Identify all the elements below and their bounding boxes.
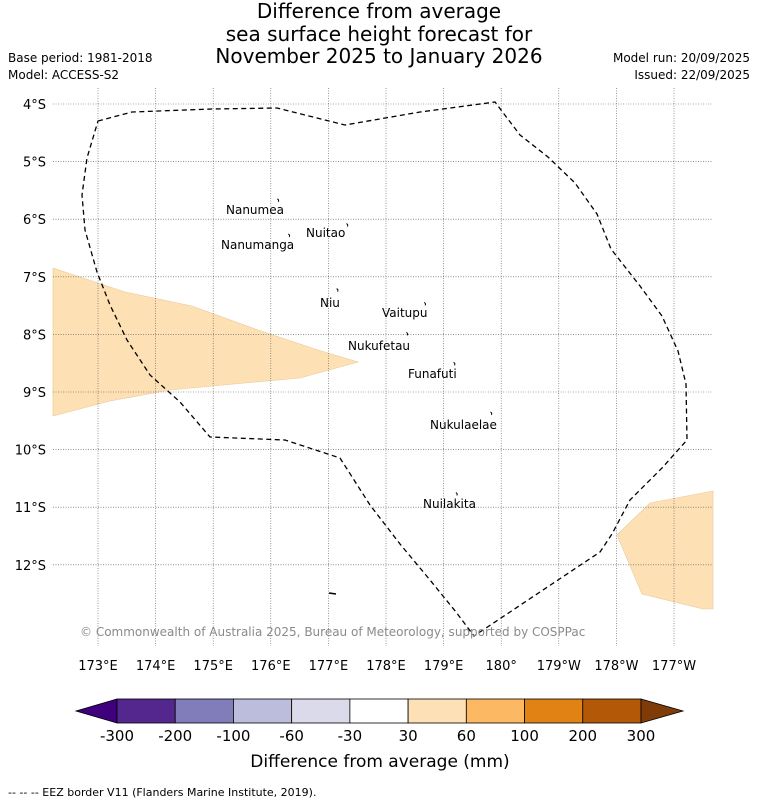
lat-label: 6°S xyxy=(23,213,46,228)
colorbar-tick-label: 30 xyxy=(399,727,418,745)
longitude-gridlines xyxy=(97,88,675,646)
colorbar-segment xyxy=(233,698,293,724)
colorbar: -300 -200 -100 -60 -30 30 60 100 200 300 Differen… xyxy=(74,698,685,772)
lat-label: 10°S xyxy=(15,444,46,459)
colorbar-tick-label: -200 xyxy=(158,727,192,745)
island-label-nanumanga: Nanumanga xyxy=(221,238,294,252)
colorbar-tick-label: 200 xyxy=(568,727,597,745)
lon-label: 175°E xyxy=(193,659,233,674)
map-title: Difference from average sea surface heig… xyxy=(0,0,758,68)
meta-right: Model run: 20/09/2025 Issued: 22/09/2025 xyxy=(613,50,750,84)
colorbar-tick-label: -30 xyxy=(338,727,363,745)
colorbar-segment xyxy=(116,698,176,724)
longitude-labels: 173°E 174°E 175°E 176°E 177°E 178°E 179°E 180° 1… xyxy=(78,659,696,674)
colorbar-segment xyxy=(582,698,642,724)
anomaly-region-southeast xyxy=(616,490,714,610)
island-marker xyxy=(406,331,409,336)
eez-border xyxy=(81,101,688,637)
colorbar-tick-label: -100 xyxy=(216,727,250,745)
colorbar-tick-labels: -300 -200 -100 -60 -30 30 60 100 200 300 xyxy=(100,727,655,745)
colorbar-tick-label: -60 xyxy=(279,727,304,745)
lat-label: 8°S xyxy=(23,328,46,343)
copyright-text: © Commonwealth of Australia 2025, Bureau… xyxy=(80,625,585,639)
colorbar-segment xyxy=(349,698,409,724)
model-name: Model: ACCESS-S2 xyxy=(8,68,120,82)
title-line-1: Difference from average xyxy=(256,0,502,23)
lon-label: 179°W xyxy=(537,659,581,674)
lat-label: 12°S xyxy=(15,559,46,574)
latitude-gridlines xyxy=(53,103,713,566)
colorbar-segment xyxy=(174,698,234,724)
lon-label: 177°E xyxy=(309,659,349,674)
island-label-funafuti: Funafuti xyxy=(408,367,457,381)
lon-label: 178°W xyxy=(594,659,638,674)
island-label-nukufetau: Nukufetau xyxy=(348,339,410,353)
island-marker xyxy=(453,361,456,366)
island-marker xyxy=(277,198,280,202)
title-line-3: November 2025 to January 2026 xyxy=(215,44,543,68)
base-period: Base period: 1981-2018 xyxy=(8,51,153,65)
colorbar-segment xyxy=(291,698,351,724)
anomaly-region-west xyxy=(52,267,360,417)
island-marker xyxy=(423,302,426,306)
island-label-nanumea: Nanumea xyxy=(226,203,284,217)
colorbar-segment xyxy=(407,698,467,724)
island-marker xyxy=(336,288,339,292)
lat-label: 5°S xyxy=(23,156,46,171)
colorbar-extend-low xyxy=(74,698,118,724)
colorbar-extend-high xyxy=(640,698,685,724)
colorbar-segment xyxy=(524,698,584,724)
island-label-vaitupu: Vaitupu xyxy=(382,306,428,320)
colorbar-segment xyxy=(465,698,525,724)
island-marker xyxy=(455,492,458,496)
island-label-niu: Niu xyxy=(320,296,340,310)
lon-label: 179°E xyxy=(424,659,464,674)
lat-label: 9°S xyxy=(23,386,46,401)
model-run: Model run: 20/09/2025 xyxy=(612,51,750,65)
colorbar-tick-label: 60 xyxy=(457,727,476,745)
meta-left: Base period: 1981-2018 Model: ACCESS-S2 xyxy=(8,50,153,84)
colorbar-segments xyxy=(74,698,685,724)
island-label-nuitao: Nuitao xyxy=(306,226,345,240)
lon-label: 180° xyxy=(486,659,517,674)
island-markers xyxy=(277,198,493,496)
lon-label: 178°E xyxy=(366,659,406,674)
lon-label: 176°E xyxy=(251,659,291,674)
island-label-nuilakita: Nuilakita xyxy=(423,497,476,511)
island-marker xyxy=(346,223,349,227)
reef-marker xyxy=(328,592,337,595)
latitude-labels: 4°S 5°S 6°S 7°S 8°S 9°S 10°S 11°S 12°S xyxy=(15,98,46,574)
colorbar-tick-label: 100 xyxy=(510,727,539,745)
island-label-nukulaelae: Nukulaelae xyxy=(430,418,497,432)
map-area: Nanumea Nuitao Nanumanga Niu Vaitupu Nuk… xyxy=(52,88,714,646)
lat-label: 7°S xyxy=(23,271,46,286)
issued-date: Issued: 22/09/2025 xyxy=(634,68,750,82)
lon-label: 174°E xyxy=(136,659,176,674)
island-marker xyxy=(287,233,291,238)
lon-label: 173°E xyxy=(78,659,118,674)
title-line-2: sea surface height forecast for xyxy=(225,21,533,46)
lon-label: 177°W xyxy=(652,659,696,674)
lat-label: 11°S xyxy=(15,501,46,516)
colorbar-tick-label: -300 xyxy=(100,727,134,745)
colorbar-tick-label: 300 xyxy=(627,727,656,745)
island-marker xyxy=(490,411,493,416)
colorbar-label: Difference from average (mm) xyxy=(250,752,509,772)
eez-footnote: -- -- -- EEZ border V11 (Flanders Marine… xyxy=(8,786,317,799)
lat-label: 4°S xyxy=(23,98,46,113)
